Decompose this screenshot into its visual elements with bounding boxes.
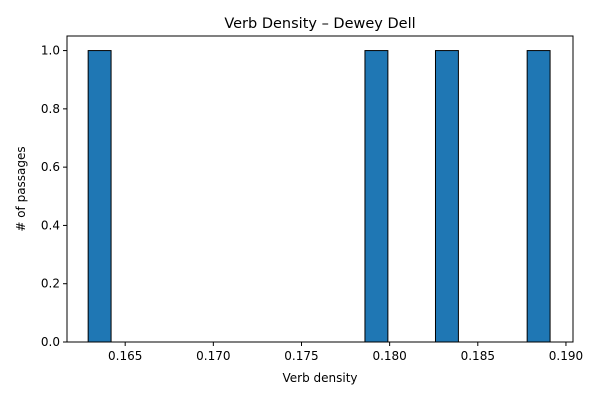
x-tick-label: 0.185 xyxy=(461,349,495,363)
y-tick-label: 0.0 xyxy=(41,335,60,349)
y-axis: 0.0 0.2 0.4 0.6 0.8 1.0 xyxy=(41,44,67,349)
x-axis-label: Verb density xyxy=(282,371,357,385)
histogram-bar-4 xyxy=(526,50,551,343)
bars-group xyxy=(87,50,551,343)
y-tick-label: 0.4 xyxy=(41,218,60,232)
histogram-bar-3 xyxy=(434,50,459,343)
chart-title: Verb Density – Dewey Dell xyxy=(224,16,415,32)
y-tick-label: 0.8 xyxy=(41,102,60,116)
x-axis: 0.165 0.170 0.175 0.180 0.185 0.190 xyxy=(108,342,583,363)
y-tick-label: 0.2 xyxy=(41,277,60,291)
histogram-bar-1 xyxy=(87,50,112,343)
x-tick-label: 0.165 xyxy=(108,349,142,363)
x-tick-label: 0.170 xyxy=(196,349,230,363)
y-tick-label: 1.0 xyxy=(41,44,60,58)
y-tick-label: 0.6 xyxy=(41,160,60,174)
x-tick-label: 0.190 xyxy=(549,349,583,363)
y-axis-label: # of passages xyxy=(14,146,28,231)
plot-frame xyxy=(66,35,574,343)
histogram-bar-2 xyxy=(364,50,389,343)
x-tick-label: 0.180 xyxy=(372,349,406,363)
x-tick-label: 0.175 xyxy=(284,349,318,363)
